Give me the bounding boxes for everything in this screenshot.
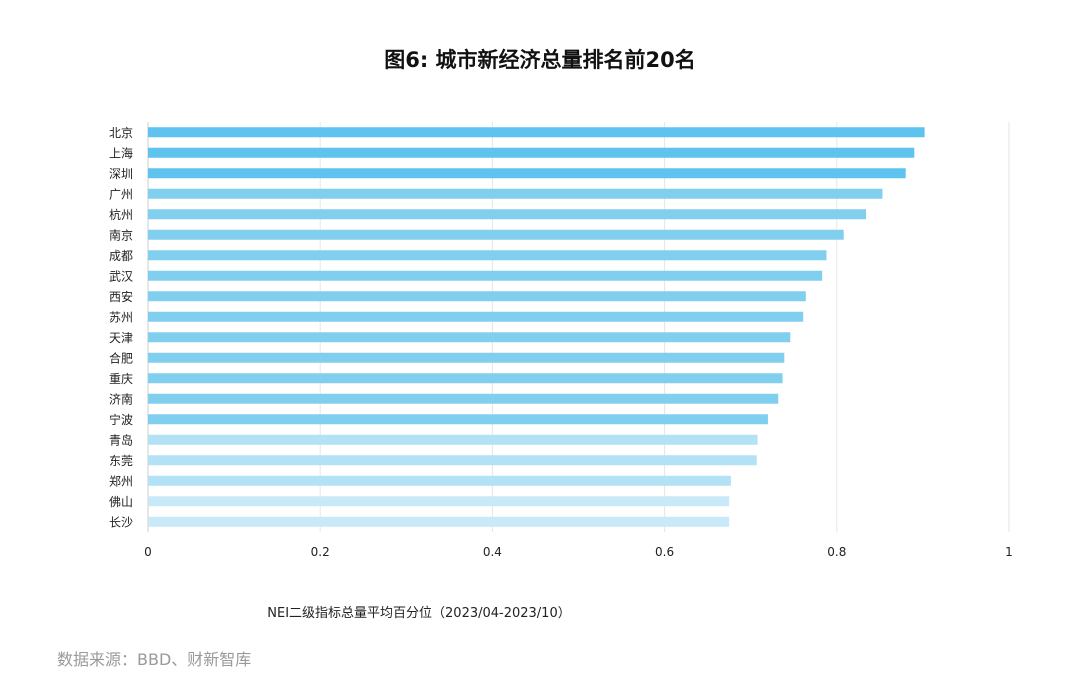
category-label: 广州 — [109, 187, 133, 201]
bar — [148, 270, 823, 281]
bar — [148, 127, 925, 138]
category-label: 西安 — [109, 289, 133, 304]
bar — [148, 516, 730, 527]
category-label: 东莞 — [109, 454, 133, 468]
bar — [148, 455, 757, 466]
bar — [148, 352, 785, 363]
category-label: 南京 — [109, 227, 133, 242]
category-label: 苏州 — [109, 310, 133, 324]
category-label: 长沙 — [109, 515, 133, 529]
bar — [148, 188, 883, 199]
x-axis-label: NEI二级指标总量平均百分位（2023/04-2023/10） — [267, 606, 570, 621]
category-label: 上海 — [109, 145, 133, 160]
category-label: 重庆 — [109, 372, 133, 386]
bar — [148, 475, 731, 486]
category-label: 天津 — [109, 331, 133, 345]
x-tick-label: 0 — [144, 545, 152, 559]
bar — [148, 229, 844, 240]
category-label: 合肥 — [109, 350, 133, 365]
bar — [148, 414, 768, 425]
bar — [148, 291, 806, 302]
category-label: 宁波 — [109, 412, 133, 427]
category-label: 青岛 — [109, 432, 133, 447]
category-label: 成都 — [109, 249, 133, 263]
category-label: 北京 — [109, 126, 133, 140]
category-label: 佛山 — [109, 495, 133, 509]
chart-title: 图6: 城市新经济总量排名前20名 — [384, 48, 696, 72]
grid-lines — [147, 122, 1010, 532]
x-tick-label: 0.2 — [311, 545, 330, 559]
category-label: 杭州 — [109, 207, 133, 222]
x-tick-label: 0.6 — [655, 545, 674, 559]
category-label: 济南 — [109, 391, 133, 406]
x-tick-labels: 0 0.2 0.4 0.6 0.8 1 — [144, 545, 1013, 559]
x-tick-label: 0.4 — [483, 545, 502, 559]
x-tick-label: 1 — [1005, 545, 1013, 559]
bar — [148, 393, 779, 404]
category-label: 武汉 — [109, 269, 133, 283]
bar — [148, 332, 791, 343]
bar — [148, 311, 804, 322]
bar — [148, 209, 867, 220]
bar — [148, 147, 915, 158]
x-tick-label: 0.8 — [827, 545, 846, 559]
bars — [148, 127, 925, 527]
category-label: 郑州 — [109, 473, 133, 488]
bar — [148, 168, 906, 179]
bar — [148, 250, 827, 261]
source-note: 数据来源：BBD、财新智库 — [57, 650, 252, 669]
category-label: 深圳 — [109, 167, 133, 181]
bar — [148, 496, 730, 507]
bar — [148, 373, 783, 384]
bar — [148, 434, 758, 445]
